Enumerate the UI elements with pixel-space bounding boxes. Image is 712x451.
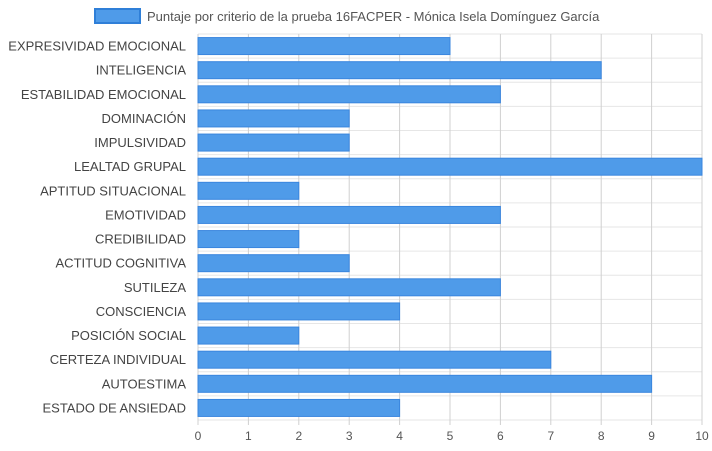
x-tick-label: 6 [497, 429, 504, 443]
category-label: ESTADO DE ANSIEDAD [42, 400, 186, 415]
x-tick-label: 7 [547, 429, 554, 443]
category-label: INTELIGENCIA [96, 63, 187, 78]
bar[interactable] [197, 278, 501, 297]
legend[interactable]: Puntaje por criterio de la prueba 16FACP… [94, 8, 600, 24]
x-tick-label: 4 [396, 429, 403, 443]
bar[interactable] [197, 374, 653, 393]
bar[interactable] [197, 302, 401, 321]
bar[interactable] [197, 37, 451, 56]
legend-swatch [94, 8, 141, 24]
category-label: IMPULSIVIDAD [94, 135, 186, 150]
category-label: SUTILEZA [124, 280, 186, 295]
category-label: EMOTIVIDAD [105, 207, 186, 222]
bar[interactable] [197, 133, 350, 152]
bar[interactable] [197, 205, 501, 224]
category-label: DOMINACIÓN [102, 111, 187, 126]
bar[interactable] [197, 61, 602, 80]
bar[interactable] [197, 254, 350, 273]
category-label: CREDIBILIDAD [95, 232, 186, 247]
x-tick-label: 1 [245, 429, 252, 443]
category-label: POSICIÓN SOCIAL [71, 328, 186, 343]
category-label: AUTOESTIMA [102, 376, 187, 391]
bar[interactable] [197, 181, 300, 200]
bar[interactable] [197, 109, 350, 128]
x-tick-label: 2 [295, 429, 302, 443]
category-label: CONSCIENCIA [96, 304, 187, 319]
category-label: EXPRESIVIDAD EMOCIONAL [8, 39, 186, 54]
category-label: CERTEZA INDIVIDUAL [50, 352, 186, 367]
legend-label: Puntaje por criterio de la prueba 16FACP… [147, 9, 600, 24]
category-label: ESTABILIDAD EMOCIONAL [21, 87, 186, 102]
bar[interactable] [197, 85, 501, 104]
x-tick-label: 0 [195, 429, 202, 443]
bars [197, 37, 703, 417]
x-axis-ticks: 0 1 2 3 4 5 6 7 8 9 10 [195, 429, 709, 443]
category-label: APTITUD SITUACIONAL [40, 183, 186, 198]
x-tick-label: 5 [447, 429, 454, 443]
x-tick-label: 8 [598, 429, 605, 443]
x-tick-label: 10 [695, 429, 709, 443]
bar[interactable] [197, 230, 300, 249]
x-tick-label: 3 [346, 429, 353, 443]
bar[interactable] [197, 350, 552, 369]
category-labels: EXPRESIVIDAD EMOCIONAL INTELIGENCIA ESTABI… [8, 39, 186, 416]
category-label: ACTITUD COGNITIVA [56, 256, 187, 271]
x-tick-label: 9 [648, 429, 655, 443]
bar[interactable] [197, 157, 703, 176]
bar[interactable] [197, 326, 300, 345]
bar[interactable] [197, 398, 401, 417]
category-label: LEALTAD GRUPAL [74, 159, 186, 174]
